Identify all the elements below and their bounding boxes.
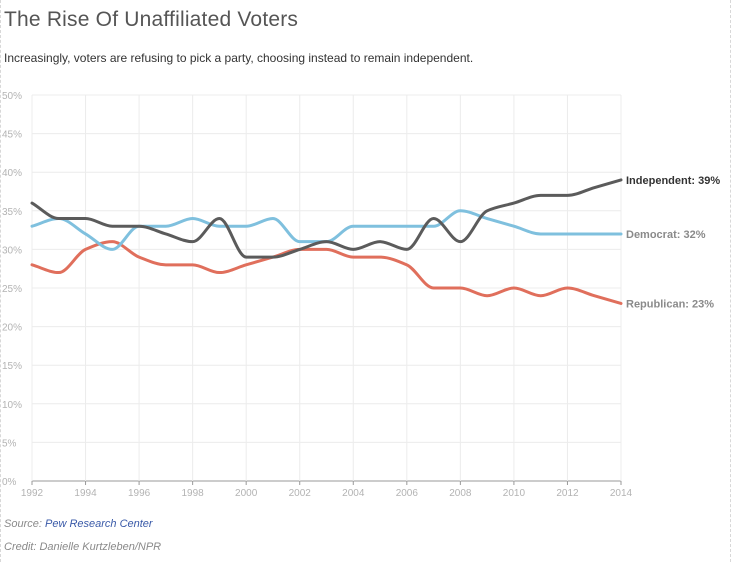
source-link[interactable]: Pew Research Center [44,518,153,530]
series-lines [30,178,623,305]
x-tick-label: 2002 [289,488,312,499]
x-axis-ticks: 1992 1994 1996 1998 2000 2002 2004 2006 2008 2010… [21,488,633,499]
x-tick-label: 2008 [449,488,472,499]
end-label-democrat: Democrat: 32% [626,229,706,241]
x-tick-label: 2006 [396,488,419,499]
series-line-independent [30,178,623,259]
x-tick-label: 1998 [182,488,205,499]
series-line-democrat [30,209,623,251]
source-prefix: Source: [4,518,42,530]
x-tick-label: 2004 [342,488,365,499]
x-tick-label: 2014 [610,488,633,499]
y-tick-label: 15% [2,361,22,372]
y-tick-label: 10% [2,400,22,411]
y-tick-label: 5% [2,438,17,449]
y-tick-label: 25% [2,284,22,295]
y-tick-label: 30% [2,245,22,256]
y-tick-label: 50% [2,91,22,102]
credit-note: Credit: Danielle Kurtzleben/NPR [4,541,162,553]
y-tick-label: 40% [2,168,22,179]
end-label-republican: Republican: 23% [626,298,714,310]
y-axis-ticks: 0% 5% 10% 15% 20% 25% 30% 35% 40% 45% 50% [2,91,22,488]
end-label-independent: Independent: 39% [626,175,720,187]
x-tick-label: 2010 [503,488,526,499]
grid-lines [31,94,622,485]
series-end-labels: Independent: 39% Democrat: 32% Republican:… [626,175,720,311]
y-tick-label: 35% [2,207,22,218]
x-tick-label: 1996 [128,488,151,499]
series-line-republican [30,240,623,305]
source-note: Source: Pew Research Center [4,518,153,530]
x-tick-label: 1994 [74,488,97,499]
x-tick-label: 2000 [235,488,258,499]
y-tick-label: 20% [2,323,22,334]
y-tick-label: 0% [2,477,17,488]
chart-title: The Rise Of Unaffiliated Voters [4,8,299,31]
y-tick-label: 45% [2,130,22,141]
chart-subtitle: Increasingly, voters are refusing to pic… [4,51,474,65]
x-tick-label: 2012 [556,488,579,499]
x-tick-label: 1992 [21,488,44,499]
